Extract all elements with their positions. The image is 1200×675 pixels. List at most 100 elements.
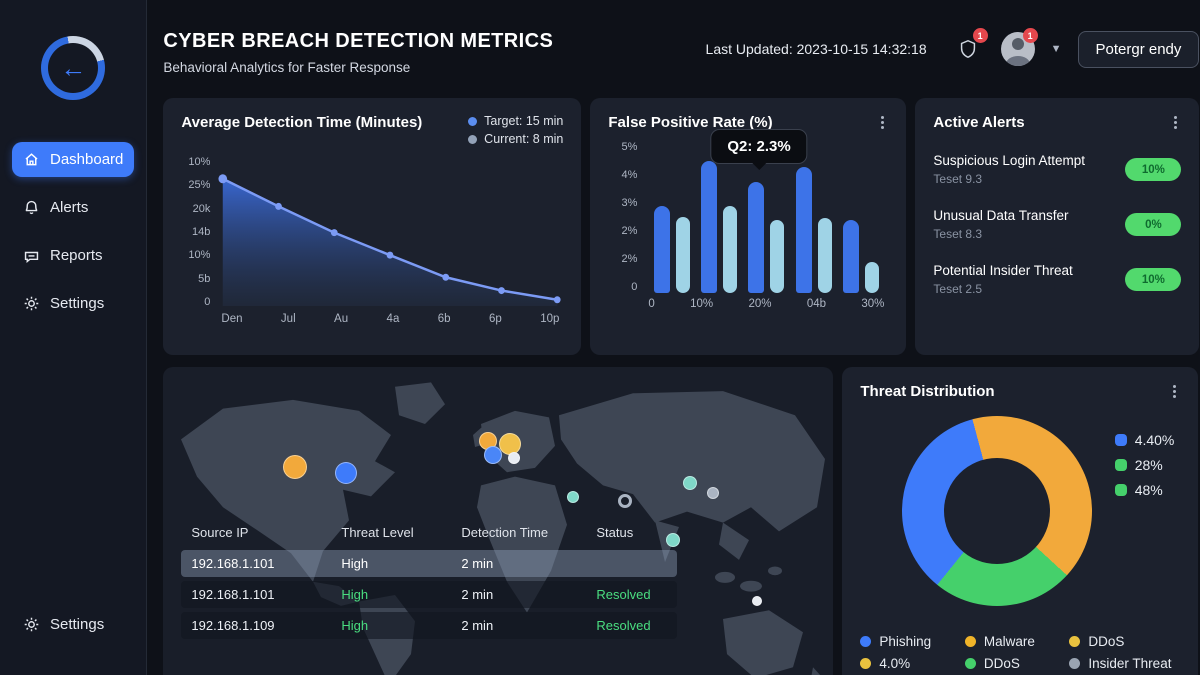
bar-primary[interactable]	[701, 161, 718, 293]
y-tick-label: 10%	[188, 249, 211, 262]
table-row[interactable]: 192.168.1.109 High 2 min Resolved	[181, 612, 678, 639]
bar-y-axis: 5% 4% 3% 2% 2% 0	[608, 141, 644, 293]
sidebar-item-label: Settings	[50, 616, 105, 633]
alert-item[interactable]: Unusual Data Transfer Teset 8.3 0%	[933, 208, 1182, 241]
bar-secondary[interactable]	[864, 261, 879, 293]
bar-secondary[interactable]	[817, 218, 832, 293]
area-x-axis: Den Jul Au 4a 6b 6p 10p	[221, 313, 559, 325]
x-tick-label: 0	[648, 298, 655, 310]
app-logo[interactable]: ←	[41, 36, 106, 100]
bar-secondary[interactable]	[770, 219, 785, 293]
x-tick-label: 10p	[540, 313, 560, 325]
threat-location-dot[interactable]	[335, 462, 358, 484]
x-tick-label: 10%	[690, 298, 714, 310]
threat-map-card: Source IP Threat Level Detection Time Statu…	[163, 367, 834, 675]
bar-group[interactable]	[842, 219, 879, 293]
legend-dot	[964, 636, 976, 647]
area-y-axis: 10% 25% 20k 14b 10% 5b 0	[181, 156, 217, 308]
chevron-down-icon[interactable]: ▼	[1050, 43, 1062, 55]
legend-item: DDoS	[1069, 634, 1180, 649]
y-tick-label: 0	[204, 295, 211, 308]
bar-group[interactable]	[701, 161, 738, 293]
table-row[interactable]: 192.168.1.101 High 2 min	[181, 550, 678, 577]
bar-group[interactable]	[795, 167, 832, 293]
threat-location-dot[interactable]	[283, 455, 308, 479]
legend-swatch	[1114, 459, 1127, 471]
y-tick-label: 2%	[621, 225, 638, 237]
sidebar-item-settings-bottom[interactable]: Settings	[12, 607, 134, 642]
header: CYBER BREACH DETECTION METRICS Behaviora…	[163, 0, 1200, 98]
cell-source-ip: 192.168.1.101	[191, 587, 275, 602]
sidebar-item-dashboard[interactable]: Dashboard	[12, 142, 135, 177]
y-tick-label: 10%	[188, 156, 211, 168]
legend-item: 48%	[1114, 482, 1175, 498]
bar-secondary[interactable]	[675, 216, 690, 293]
y-tick-label: 2%	[621, 253, 638, 265]
main-content: CYBER BREACH DETECTION METRICS Behaviora…	[147, 0, 1200, 675]
bar-group[interactable]	[653, 206, 690, 293]
bar-primary[interactable]	[653, 206, 670, 293]
avatar-notification-badge: 1	[1022, 28, 1038, 43]
legend-item: 28%	[1114, 457, 1175, 473]
x-tick-label: Den	[221, 313, 243, 325]
bar-group[interactable]	[748, 182, 785, 293]
cell-source-ip: 192.168.1.101	[191, 556, 275, 571]
column-header: Detection Time	[461, 525, 549, 540]
alert-badge[interactable]: 10%	[1125, 268, 1182, 291]
table-row[interactable]: 192.168.1.101 High 2 min Resolved	[181, 581, 678, 608]
card-title: Threat Distribution	[860, 383, 995, 400]
legend-item: Phishing	[860, 634, 957, 649]
alert-badge[interactable]: 10%	[1125, 158, 1182, 181]
bar-primary[interactable]	[842, 219, 859, 293]
area-chart-legend: Target: 15 min Current: 8 min	[468, 114, 563, 146]
bar-primary[interactable]	[748, 182, 765, 293]
y-tick-label: 4%	[621, 169, 638, 181]
bar-groups	[644, 141, 888, 293]
legend-item: DDoS	[964, 656, 1062, 671]
sidebar-item-label: Settings	[50, 295, 105, 312]
security-shield-button[interactable]: 1	[951, 28, 988, 66]
user-avatar-button[interactable]: 1	[1000, 28, 1038, 66]
bar-secondary[interactable]	[723, 206, 738, 293]
bar-plot: Q2: 2.3%	[644, 129, 888, 293]
alert-subtitle: Teset 2.5	[933, 282, 983, 296]
sidebar-nav: Dashboard Alerts Reports Settings	[12, 142, 135, 334]
page-title: CYBER BREACH DETECTION METRICS	[163, 29, 554, 52]
x-tick-label: 6b	[437, 313, 451, 325]
threat-location-dot[interactable]	[707, 487, 720, 499]
sidebar-item-label: Dashboard	[50, 151, 124, 168]
legend-item: 4.0%	[860, 656, 957, 671]
alert-title: Suspicious Login Attempt	[933, 153, 1085, 168]
alert-item[interactable]: Potential Insider Threat Teset 2.5 10%	[933, 263, 1182, 296]
alert-badge[interactable]: 0%	[1125, 213, 1182, 236]
user-menu-button[interactable]: Potergr endy	[1077, 30, 1200, 68]
threat-location-dot[interactable]	[567, 491, 580, 503]
kebab-menu-icon[interactable]	[1170, 114, 1181, 131]
sidebar-item-alerts[interactable]: Alerts	[12, 190, 134, 225]
alerts-list: Suspicious Login Attempt Teset 9.3 10% Unus…	[933, 153, 1182, 296]
table-header-row: Source IP Threat Level Detection Time Statu…	[181, 519, 677, 546]
cell-status: Resolved	[596, 618, 651, 633]
threat-location-dot[interactable]	[752, 596, 763, 606]
threat-location-dot[interactable]	[484, 446, 503, 464]
threat-location-dot[interactable]	[508, 452, 521, 464]
bar-primary[interactable]	[795, 167, 812, 293]
alerts-icon	[23, 199, 40, 216]
kebab-menu-icon[interactable]	[877, 114, 888, 131]
alert-item[interactable]: Suspicious Login Attempt Teset 9.3 10%	[933, 153, 1182, 186]
donut-side-legend: 4.40% 28% 48%	[1114, 432, 1175, 498]
sidebar-item-settings[interactable]: Settings	[12, 286, 134, 321]
home-icon	[23, 151, 40, 168]
threat-location-dot[interactable]	[683, 476, 698, 490]
kebab-menu-icon[interactable]	[1169, 383, 1180, 400]
logo-ring: ←	[48, 43, 99, 93]
column-header: Threat Level	[341, 525, 414, 540]
y-tick-label: 0	[631, 281, 638, 293]
threat-location-dot[interactable]	[666, 533, 681, 547]
legend-dot	[964, 658, 976, 669]
threat-location-dot[interactable]	[618, 494, 633, 508]
card-title: Active Alerts	[933, 114, 1025, 131]
settings-icon	[23, 616, 40, 633]
legend-dot	[1069, 658, 1081, 669]
sidebar-item-reports[interactable]: Reports	[12, 238, 134, 273]
